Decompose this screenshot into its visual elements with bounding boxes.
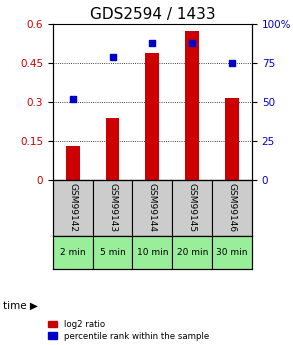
Bar [225, 98, 239, 180]
Bar [105, 118, 120, 180]
FancyBboxPatch shape [172, 236, 212, 269]
FancyBboxPatch shape [132, 236, 172, 269]
Text: 2 min: 2 min [60, 248, 86, 257]
Text: GSM99145: GSM99145 [188, 183, 197, 233]
Point [190, 40, 195, 46]
FancyBboxPatch shape [212, 180, 252, 236]
FancyBboxPatch shape [93, 180, 132, 236]
Point [70, 96, 75, 102]
Text: 10 min: 10 min [137, 248, 168, 257]
Point [150, 40, 155, 46]
Bar [145, 53, 159, 180]
Text: GSM99144: GSM99144 [148, 183, 157, 233]
Text: 20 min: 20 min [176, 248, 208, 257]
Title: GDS2594 / 1433: GDS2594 / 1433 [90, 7, 215, 22]
Text: 30 min: 30 min [216, 248, 248, 257]
FancyBboxPatch shape [93, 236, 132, 269]
Text: 5 min: 5 min [100, 248, 125, 257]
FancyBboxPatch shape [212, 236, 252, 269]
FancyBboxPatch shape [132, 180, 172, 236]
FancyBboxPatch shape [172, 180, 212, 236]
Point [110, 54, 115, 60]
Text: GSM99142: GSM99142 [68, 183, 77, 233]
Text: GSM99146: GSM99146 [228, 183, 236, 233]
Bar [66, 146, 80, 180]
Bar [185, 31, 199, 180]
Text: time ▶: time ▶ [3, 300, 38, 310]
FancyBboxPatch shape [53, 180, 93, 236]
Text: GSM99143: GSM99143 [108, 183, 117, 233]
Point [230, 60, 234, 66]
Legend: log2 ratio, percentile rank within the sample: log2 ratio, percentile rank within the s… [48, 320, 209, 341]
FancyBboxPatch shape [53, 236, 93, 269]
